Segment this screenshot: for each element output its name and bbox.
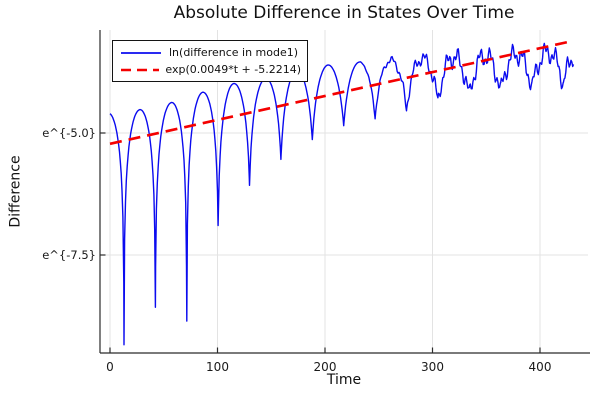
legend-label-exp-fit: exp(0.0049*t + -5.2214) xyxy=(165,63,301,76)
x-tick-label-100: 100 xyxy=(206,360,229,374)
legend-item-exp-fit: exp(0.0049*t + -5.2214) xyxy=(119,61,301,78)
y-tick-label-e-7.5: e^{-7.5} xyxy=(42,248,96,262)
y-axis-label: Difference xyxy=(7,155,24,228)
legend: ln(difference in mode1) exp(0.0049*t + -… xyxy=(112,40,308,82)
x-tick-label-0: 0 xyxy=(106,360,114,374)
tick-marks xyxy=(100,132,541,353)
x-tick-label-200: 200 xyxy=(314,360,337,374)
x-tick-label-300: 300 xyxy=(421,360,444,374)
legend-line-sample-dashed xyxy=(121,68,160,71)
x-tick-label-400: 400 xyxy=(529,360,552,374)
series-ln-difference-curve xyxy=(109,42,575,346)
legend-line-sample-solid xyxy=(121,51,161,54)
legend-label-ln-difference: ln(difference in mode1) xyxy=(169,46,299,59)
y-tick-label-e-5.0: e^{-5.0} xyxy=(42,126,96,140)
series-exp-fit-line xyxy=(109,39,573,146)
plot-title: Absolute Difference in States Over Time xyxy=(173,3,515,23)
x-axis-label: Time xyxy=(326,372,362,388)
legend-item-ln-difference: ln(difference in mode1) xyxy=(119,44,301,61)
